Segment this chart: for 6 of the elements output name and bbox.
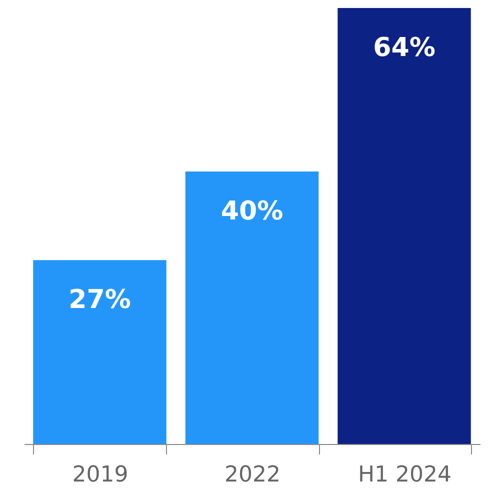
x-tick-label: H1 2024 — [358, 462, 452, 488]
x-tick-label: 2019 — [72, 462, 128, 488]
data-label: 40% — [220, 196, 284, 226]
x-tick-label: 2022 — [224, 462, 280, 488]
data-label: 64% — [373, 33, 436, 63]
data-label: 27% — [68, 285, 131, 316]
